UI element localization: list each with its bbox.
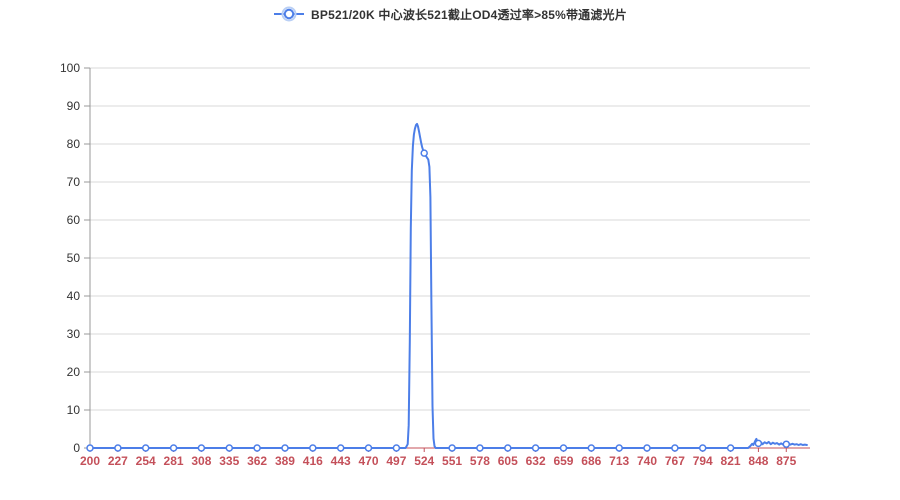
- data-point-marker[interactable]: [309, 444, 317, 452]
- y-axis-label: 20: [67, 365, 81, 379]
- data-point-marker[interactable]: [531, 444, 540, 452]
- data-point-marker[interactable]: [587, 444, 596, 452]
- data-point-marker[interactable]: [392, 444, 401, 452]
- data-point-marker[interactable]: [86, 444, 94, 452]
- x-axis-label: 497: [386, 454, 406, 468]
- data-point-marker[interactable]: [615, 444, 623, 452]
- data-point-marker[interactable]: [726, 444, 735, 452]
- x-axis-label: 713: [609, 454, 629, 468]
- x-axis-label: 362: [247, 454, 267, 468]
- x-axis-label: 605: [498, 454, 518, 468]
- y-axis-label: 60: [67, 213, 81, 227]
- x-axis-label: 632: [526, 454, 546, 468]
- x-axis-label: 524: [414, 454, 434, 468]
- data-point-marker[interactable]: [253, 444, 261, 452]
- y-axis-label: 30: [67, 327, 81, 341]
- data-point-marker[interactable]: [698, 444, 707, 452]
- x-axis-label: 200: [80, 454, 100, 468]
- data-point-marker[interactable]: [281, 444, 289, 452]
- data-point-marker[interactable]: [141, 444, 150, 452]
- data-point-marker[interactable]: [336, 444, 345, 452]
- data-point-marker[interactable]: [671, 444, 679, 452]
- legend-label: BP521/20K 中心波长521截止OD4透过率>85%带通滤光片: [311, 7, 627, 22]
- y-axis-label: 40: [67, 289, 81, 303]
- x-axis-label: 227: [108, 454, 128, 468]
- x-axis-label: 389: [275, 454, 295, 468]
- data-point-marker[interactable]: [225, 444, 234, 452]
- x-axis-label: 551: [442, 454, 462, 468]
- x-axis-label: 335: [219, 454, 239, 468]
- y-axis-label: 10: [67, 403, 81, 417]
- data-point-marker[interactable]: [559, 444, 568, 452]
- data-point-marker[interactable]: [114, 444, 122, 452]
- x-axis-label: 767: [665, 454, 685, 468]
- x-axis-label: 443: [331, 454, 351, 468]
- data-point-marker[interactable]: [504, 444, 512, 452]
- legend-line-marker-icon: [274, 6, 305, 22]
- y-axis-label: 80: [67, 137, 81, 151]
- y-axis-label: 50: [67, 251, 81, 265]
- data-point-marker[interactable]: [420, 149, 428, 157]
- x-axis-label: 281: [164, 454, 184, 468]
- x-axis-label: 470: [358, 454, 378, 468]
- x-axis-label: 794: [693, 454, 713, 468]
- x-axis-label: 308: [191, 454, 211, 468]
- series-line: [89, 122, 808, 449]
- x-axis-label: 254: [136, 454, 156, 468]
- data-point-marker[interactable]: [364, 444, 373, 452]
- x-axis-label: 740: [637, 454, 657, 468]
- y-axis-label: 100: [60, 61, 80, 75]
- x-axis-label: 578: [470, 454, 490, 468]
- data-point-marker[interactable]: [754, 439, 763, 448]
- x-axis-label: 821: [721, 454, 741, 468]
- legend[interactable]: BP521/20K 中心波长521截止OD4透过率>85%带通滤光片: [0, 2, 900, 26]
- y-axis-label: 70: [67, 175, 81, 189]
- data-point-marker[interactable]: [448, 444, 456, 452]
- x-axis-label: 659: [553, 454, 573, 468]
- y-axis-label: 90: [67, 99, 81, 113]
- data-point-marker[interactable]: [169, 444, 178, 452]
- data-point-marker[interactable]: [782, 440, 791, 448]
- x-axis-label: 686: [581, 454, 601, 468]
- data-point-marker[interactable]: [643, 444, 651, 452]
- x-axis-label: 416: [303, 454, 323, 468]
- x-axis-label: 875: [776, 454, 796, 468]
- data-point-marker[interactable]: [476, 444, 484, 452]
- data-point-marker[interactable]: [197, 444, 206, 452]
- y-axis-label: 0: [73, 441, 80, 455]
- x-axis-label: 848: [748, 454, 768, 468]
